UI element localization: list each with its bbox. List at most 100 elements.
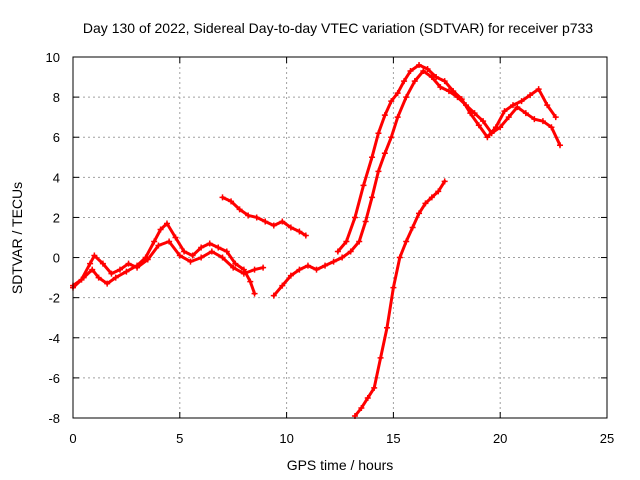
data-point [401,78,408,85]
data-point [535,86,542,93]
data-point [104,280,111,287]
data-point [302,232,309,239]
data-point [123,268,130,275]
data-point [181,248,188,255]
series-arc-5 [336,63,558,253]
data-point [364,394,371,401]
data-point [394,114,401,121]
data-point [514,104,521,111]
data-point [428,194,435,201]
data-point [87,260,94,267]
data-point [403,94,410,101]
data-point [369,194,376,201]
data-point [441,178,448,185]
data-point [424,66,431,73]
data-point [347,248,354,255]
data-point [313,266,320,273]
data-point [435,188,442,195]
data-point [228,198,235,205]
data-point [522,110,529,117]
data-point [189,252,196,259]
data-point [557,142,564,149]
y-tick-label: -2 [48,291,60,306]
data-point [166,238,173,245]
data-point [176,252,183,259]
y-tick-label: 10 [46,50,60,65]
data-point [151,238,158,245]
data-point [287,272,294,279]
data-point [91,252,98,259]
series-layer [70,62,564,419]
data-point [375,130,382,137]
data-point [125,260,132,267]
data-point [388,134,395,141]
data-point [407,68,414,75]
plot-frame [72,56,608,419]
data-point [544,102,551,109]
data-point [343,238,350,245]
data-point [230,264,237,271]
data-point [396,254,403,261]
data-point [369,154,376,161]
data-point [144,256,151,263]
x-tick-label: 20 [493,431,507,446]
data-point [416,210,423,217]
data-point [99,260,106,267]
y-tick-label: 0 [53,251,60,266]
data-point [501,108,508,115]
data-point [251,266,258,273]
data-point [279,218,286,225]
data-point [155,242,162,249]
x-axis-label: GPS time / hours [287,457,394,473]
data-point [334,248,341,255]
data-point [381,150,388,157]
data-point [371,384,378,391]
data-point [223,248,230,255]
x-tick-label: 0 [69,431,76,446]
data-point [157,226,164,233]
data-point [134,264,141,271]
y-axis-label: SDTVAR / TECUs [9,182,25,294]
tick-labels: 0 5 10 15 20 25 -8 -6 -4 -2 0 2 4 6 8 10 [46,50,615,446]
data-point [253,214,260,221]
x-tick-label: 15 [386,431,400,446]
chart-title: Day 130 of 2022, Sidereal Day-to-day VTE… [83,20,593,36]
data-point [416,62,423,69]
data-point [187,258,194,265]
data-point [433,74,440,81]
data-point [215,244,222,251]
data-point [505,114,512,121]
data-point [260,264,267,271]
data-point [78,276,85,283]
data-point [492,124,499,131]
data-point [539,118,546,125]
data-point [270,292,277,299]
data-point [112,274,119,281]
data-point [388,98,395,105]
data-point [527,92,534,99]
data-point [377,354,384,361]
data-point [304,262,311,269]
data-point [296,266,303,273]
data-point [163,220,170,227]
data-point [458,96,465,103]
y-tick-label: -6 [48,371,60,386]
data-point [351,214,358,221]
y-tick-label: -4 [48,331,60,346]
data-point [548,124,555,131]
x-tick-label: 10 [279,431,293,446]
data-point [356,238,363,245]
data-point [480,118,487,125]
x-tick-label: 5 [176,431,183,446]
data-point [484,134,491,141]
data-point [108,270,115,277]
data-point [279,282,286,289]
data-point [403,238,410,245]
data-point [95,274,102,281]
data-point [552,114,559,121]
y-tick-label: 2 [53,210,60,225]
data-point [510,102,517,109]
data-point [518,98,525,105]
data-point [198,244,205,251]
